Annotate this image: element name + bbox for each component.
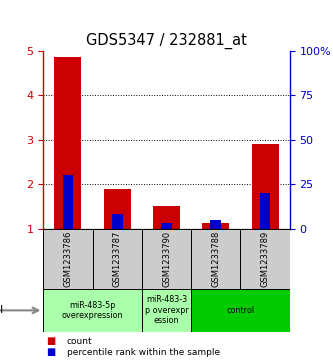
Text: ■: ■ [47,336,56,346]
Bar [63,175,73,229]
Text: control: control [226,306,254,315]
Bar [142,229,191,289]
Bar [191,229,240,289]
Text: count: count [67,337,92,346]
Bar [142,289,191,332]
Bar [43,229,93,289]
Bar [260,193,270,229]
Text: GSM1233786: GSM1233786 [63,231,73,287]
Text: miR-483-5p
overexpression: miR-483-5p overexpression [62,301,123,320]
Bar [112,215,123,229]
Bar [54,57,82,229]
Text: ■: ■ [47,347,56,357]
Bar [240,229,290,289]
Text: GSM1233787: GSM1233787 [113,231,122,287]
Text: GSM1233789: GSM1233789 [260,231,270,287]
Text: miR-483-3
p overexpr
ession: miR-483-3 p overexpr ession [145,295,188,325]
Title: GDS5347 / 232881_at: GDS5347 / 232881_at [86,33,247,49]
Bar [191,289,290,332]
Text: percentile rank within the sample: percentile rank within the sample [67,348,220,356]
Bar [43,289,142,332]
Bar [202,223,229,229]
Text: GSM1233788: GSM1233788 [211,231,220,287]
Text: GSM1233790: GSM1233790 [162,231,171,287]
Text: protocol: protocol [0,305,3,315]
Bar [210,220,221,229]
Bar [161,223,172,229]
Bar [93,229,142,289]
Bar [104,189,131,229]
Bar [153,207,180,229]
Bar [251,144,279,229]
